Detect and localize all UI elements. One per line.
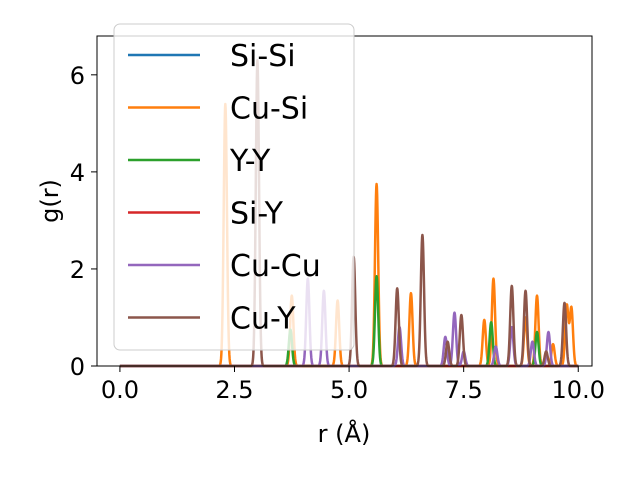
y-axis-label: g(r): [36, 179, 64, 223]
x-tick-label: 0.0: [101, 376, 139, 404]
y-tick-label: 0: [70, 353, 85, 381]
legend-label: Cu-Si: [230, 92, 308, 127]
legend-label: Y-Y: [229, 144, 271, 179]
x-tick-label: 5.0: [330, 376, 368, 404]
y-tick-label: 4: [70, 159, 85, 187]
legend-label: Cu-Y: [230, 302, 296, 337]
legend-label: Cu-Cu: [230, 249, 321, 284]
legend: Si-Si Cu-Si Y-Y Si-Y Cu-Cu Cu-Y: [113, 23, 355, 351]
x-axis: 0.0 2.5 5.0 7.5 10.0: [101, 366, 605, 404]
x-tick-label: 7.5: [445, 376, 483, 404]
legend-box: [113, 23, 355, 351]
y-tick-label: 2: [70, 256, 85, 284]
legend-label: Si-Y: [230, 197, 284, 232]
y-tick-label: 6: [70, 62, 85, 90]
x-tick-label: 2.5: [215, 376, 253, 404]
y-axis: 0 2 4 6: [70, 62, 97, 381]
legend-label: Si-Si: [230, 39, 296, 74]
x-axis-label: r (Å): [318, 419, 371, 448]
x-tick-label: 10.0: [552, 376, 605, 404]
